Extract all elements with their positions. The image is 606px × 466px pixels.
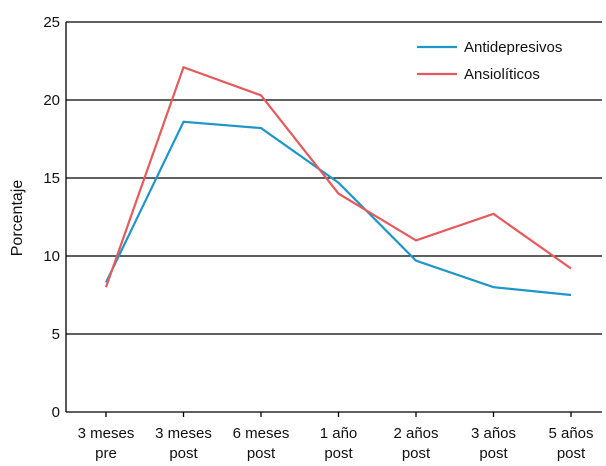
series-line-antidepresivos	[105, 120, 572, 297]
y-tick-label-0: 0	[52, 404, 60, 421]
axes	[65, 22, 602, 417]
x-tick-label-line: 1 año	[320, 425, 358, 442]
x-tick-label-line: 5 años	[548, 425, 593, 442]
x-tick-label-6: 5 años post	[548, 425, 593, 462]
x-tick-label-3: 1 año post	[320, 425, 358, 462]
x-tick-label-1: 3 meses post	[155, 425, 212, 462]
x-tick-label-0: 3 meses pre	[78, 425, 135, 462]
x-tick-labels: 3 meses pre 3 meses post 6 meses post 1 año pos…	[78, 425, 594, 462]
y-tick-label-15: 15	[43, 170, 60, 187]
y-tick-label-10: 10	[43, 248, 60, 265]
x-tick-label-line: post	[402, 445, 431, 462]
x-tick-label-line: pre	[95, 445, 117, 462]
x-tick-label-line: post	[169, 445, 198, 462]
y-axis-label: Porcentaje	[9, 180, 26, 257]
x-tick-label-line: post	[557, 445, 586, 462]
y-tick-label-25: 25	[43, 14, 60, 31]
x-tick-label-line: 6 meses	[233, 425, 290, 442]
series-lines	[104, 65, 572, 297]
x-tick-label-line: 3 meses	[78, 425, 135, 442]
x-tick-label-line: post	[247, 445, 276, 462]
x-tick-label-line: 3 años	[471, 425, 516, 442]
x-tick-label-line: 2 años	[393, 425, 438, 442]
x-tick-label-2: 6 meses post	[233, 425, 290, 462]
x-tick-label-line: 3 meses	[155, 425, 212, 442]
y-tick-label-5: 5	[52, 326, 60, 343]
x-tick-label-4: 2 años post	[393, 425, 438, 462]
x-tick-label-line: post	[479, 445, 508, 462]
x-tick-label-line: post	[324, 445, 353, 462]
legend: Antidepresivos Ansiolíticos	[417, 39, 562, 83]
legend-label-0: Antidepresivos	[464, 39, 562, 56]
y-tick-labels: 0 5 10 15 20 25	[43, 14, 60, 421]
legend-label-1: Ansiolíticos	[464, 66, 540, 83]
x-tick-label-5: 3 años post	[471, 425, 516, 462]
y-tick-label-20: 20	[43, 92, 60, 109]
